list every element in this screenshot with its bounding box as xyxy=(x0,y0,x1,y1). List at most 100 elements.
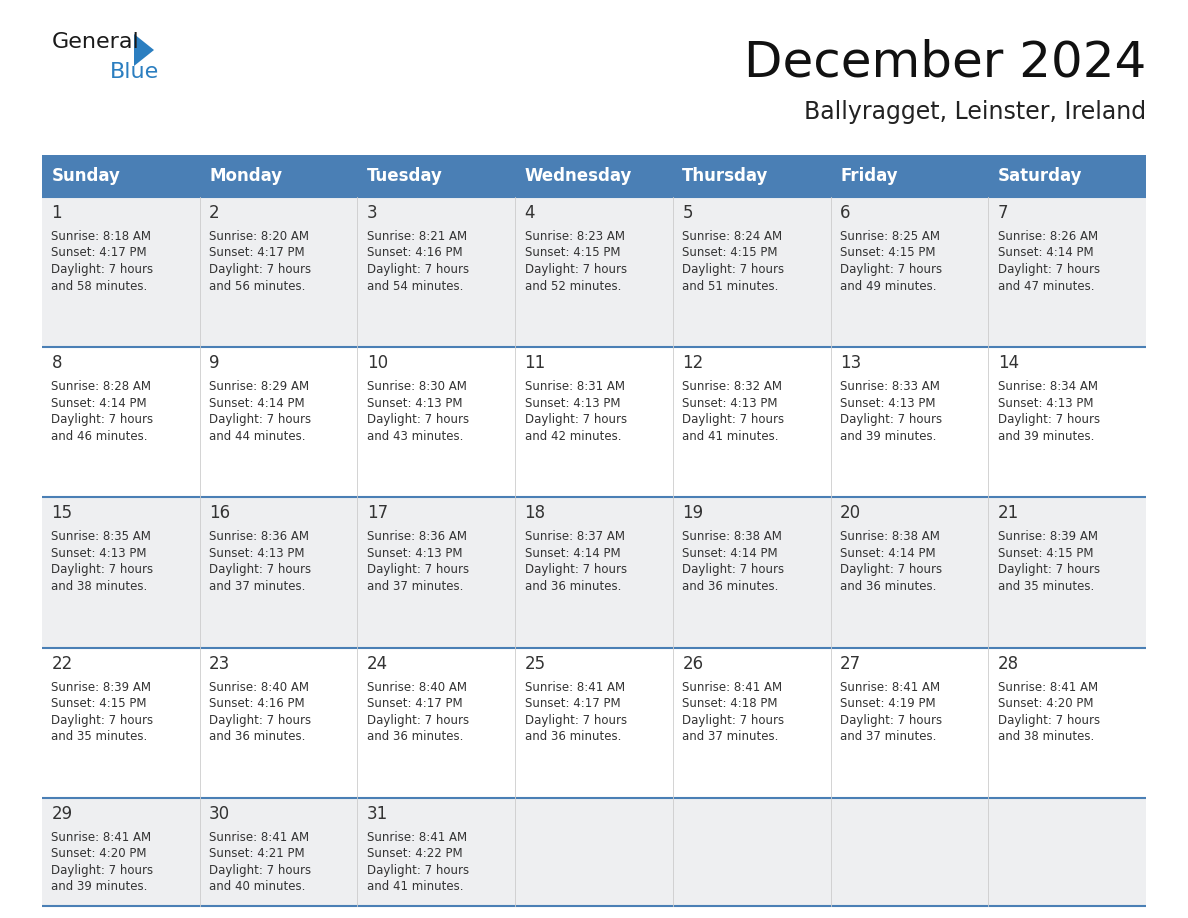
Text: December 2024: December 2024 xyxy=(744,38,1146,86)
Text: Sunrise: 8:41 AM: Sunrise: 8:41 AM xyxy=(682,680,783,694)
Text: Daylight: 7 hours: Daylight: 7 hours xyxy=(525,564,627,577)
Text: Sunset: 4:15 PM: Sunset: 4:15 PM xyxy=(51,697,147,711)
Text: 29: 29 xyxy=(51,805,72,823)
Text: Sunrise: 8:41 AM: Sunrise: 8:41 AM xyxy=(51,831,152,844)
Text: and 36 minutes.: and 36 minutes. xyxy=(209,730,305,744)
Text: Sunrise: 8:41 AM: Sunrise: 8:41 AM xyxy=(840,680,940,694)
Text: 27: 27 xyxy=(840,655,861,673)
Text: Daylight: 7 hours: Daylight: 7 hours xyxy=(209,713,311,727)
Text: Monday: Monday xyxy=(209,167,283,185)
Text: and 46 minutes.: and 46 minutes. xyxy=(51,430,148,442)
Text: Sunset: 4:13 PM: Sunset: 4:13 PM xyxy=(525,397,620,409)
Text: and 41 minutes.: and 41 minutes. xyxy=(682,430,779,442)
Text: Daylight: 7 hours: Daylight: 7 hours xyxy=(840,713,942,727)
Text: Sunset: 4:14 PM: Sunset: 4:14 PM xyxy=(998,247,1093,260)
Text: Sunset: 4:17 PM: Sunset: 4:17 PM xyxy=(209,247,305,260)
Text: Daylight: 7 hours: Daylight: 7 hours xyxy=(209,564,311,577)
Text: Tuesday: Tuesday xyxy=(367,167,443,185)
Text: and 49 minutes.: and 49 minutes. xyxy=(840,279,936,293)
Text: Daylight: 7 hours: Daylight: 7 hours xyxy=(682,263,784,276)
Text: 22: 22 xyxy=(51,655,72,673)
Text: 11: 11 xyxy=(525,354,545,372)
Text: and 36 minutes.: and 36 minutes. xyxy=(682,580,778,593)
Text: Sunrise: 8:39 AM: Sunrise: 8:39 AM xyxy=(51,680,151,694)
Text: Friday: Friday xyxy=(840,167,898,185)
Text: Sunrise: 8:36 AM: Sunrise: 8:36 AM xyxy=(367,531,467,543)
Text: 2: 2 xyxy=(209,204,220,222)
Text: Sunset: 4:13 PM: Sunset: 4:13 PM xyxy=(367,397,462,409)
Bar xyxy=(200,155,358,197)
Text: 19: 19 xyxy=(682,504,703,522)
Text: Blue: Blue xyxy=(110,62,159,82)
Text: and 42 minutes.: and 42 minutes. xyxy=(525,430,621,442)
Text: and 51 minutes.: and 51 minutes. xyxy=(682,279,778,293)
Text: Sunrise: 8:20 AM: Sunrise: 8:20 AM xyxy=(209,230,309,243)
Bar xyxy=(42,197,1146,347)
Bar xyxy=(42,498,1146,647)
Text: 24: 24 xyxy=(367,655,388,673)
Text: 28: 28 xyxy=(998,655,1019,673)
Text: Ballyragget, Leinster, Ireland: Ballyragget, Leinster, Ireland xyxy=(804,100,1146,124)
Text: 18: 18 xyxy=(525,504,545,522)
Text: and 36 minutes.: and 36 minutes. xyxy=(525,730,621,744)
Text: and 40 minutes.: and 40 minutes. xyxy=(209,880,305,893)
Text: 15: 15 xyxy=(51,504,72,522)
Text: Sunset: 4:20 PM: Sunset: 4:20 PM xyxy=(998,697,1093,711)
Text: 25: 25 xyxy=(525,655,545,673)
Text: 9: 9 xyxy=(209,354,220,372)
Text: Daylight: 7 hours: Daylight: 7 hours xyxy=(525,713,627,727)
Text: 14: 14 xyxy=(998,354,1019,372)
Text: and 37 minutes.: and 37 minutes. xyxy=(840,730,936,744)
Text: Daylight: 7 hours: Daylight: 7 hours xyxy=(51,864,153,877)
Text: Sunset: 4:15 PM: Sunset: 4:15 PM xyxy=(525,247,620,260)
Text: and 36 minutes.: and 36 minutes. xyxy=(367,730,463,744)
Text: Sunset: 4:18 PM: Sunset: 4:18 PM xyxy=(682,697,778,711)
Text: and 52 minutes.: and 52 minutes. xyxy=(525,279,621,293)
Text: Sunset: 4:22 PM: Sunset: 4:22 PM xyxy=(367,847,462,860)
Text: Sunrise: 8:39 AM: Sunrise: 8:39 AM xyxy=(998,531,1098,543)
Text: and 37 minutes.: and 37 minutes. xyxy=(682,730,778,744)
Text: Daylight: 7 hours: Daylight: 7 hours xyxy=(840,263,942,276)
Text: and 35 minutes.: and 35 minutes. xyxy=(998,580,1094,593)
Text: Sunset: 4:17 PM: Sunset: 4:17 PM xyxy=(525,697,620,711)
Bar xyxy=(42,347,1146,498)
Text: Sunrise: 8:24 AM: Sunrise: 8:24 AM xyxy=(682,230,783,243)
Text: and 47 minutes.: and 47 minutes. xyxy=(998,279,1094,293)
Text: Sunrise: 8:29 AM: Sunrise: 8:29 AM xyxy=(209,380,309,393)
Text: Daylight: 7 hours: Daylight: 7 hours xyxy=(51,263,153,276)
Text: Sunrise: 8:40 AM: Sunrise: 8:40 AM xyxy=(367,680,467,694)
Text: 20: 20 xyxy=(840,504,861,522)
Text: 1: 1 xyxy=(51,204,62,222)
Text: Daylight: 7 hours: Daylight: 7 hours xyxy=(209,413,311,426)
Text: 7: 7 xyxy=(998,204,1009,222)
Text: Wednesday: Wednesday xyxy=(525,167,632,185)
Text: Daylight: 7 hours: Daylight: 7 hours xyxy=(525,263,627,276)
Text: 10: 10 xyxy=(367,354,388,372)
Text: Sunset: 4:13 PM: Sunset: 4:13 PM xyxy=(682,397,778,409)
Text: 16: 16 xyxy=(209,504,230,522)
Text: Sunset: 4:21 PM: Sunset: 4:21 PM xyxy=(209,847,305,860)
Text: Daylight: 7 hours: Daylight: 7 hours xyxy=(367,413,469,426)
Text: Sunset: 4:14 PM: Sunset: 4:14 PM xyxy=(682,547,778,560)
Text: and 54 minutes.: and 54 minutes. xyxy=(367,279,463,293)
Text: 6: 6 xyxy=(840,204,851,222)
Text: Saturday: Saturday xyxy=(998,167,1082,185)
Text: Sunset: 4:15 PM: Sunset: 4:15 PM xyxy=(682,247,778,260)
Text: Sunrise: 8:33 AM: Sunrise: 8:33 AM xyxy=(840,380,940,393)
Text: Sunset: 4:13 PM: Sunset: 4:13 PM xyxy=(51,547,147,560)
Text: and 39 minutes.: and 39 minutes. xyxy=(51,880,147,893)
Text: and 38 minutes.: and 38 minutes. xyxy=(51,580,147,593)
Text: and 56 minutes.: and 56 minutes. xyxy=(209,279,305,293)
Text: Sunset: 4:16 PM: Sunset: 4:16 PM xyxy=(367,247,462,260)
Text: Sunrise: 8:35 AM: Sunrise: 8:35 AM xyxy=(51,531,151,543)
Bar xyxy=(42,798,1146,906)
Text: Daylight: 7 hours: Daylight: 7 hours xyxy=(367,864,469,877)
Polygon shape xyxy=(134,34,154,66)
Text: and 39 minutes.: and 39 minutes. xyxy=(840,430,936,442)
Text: Sunset: 4:14 PM: Sunset: 4:14 PM xyxy=(840,547,936,560)
Text: Daylight: 7 hours: Daylight: 7 hours xyxy=(998,413,1100,426)
Text: Sunrise: 8:28 AM: Sunrise: 8:28 AM xyxy=(51,380,151,393)
Text: Sunset: 4:17 PM: Sunset: 4:17 PM xyxy=(367,697,462,711)
Text: Daylight: 7 hours: Daylight: 7 hours xyxy=(367,564,469,577)
Text: Sunrise: 8:41 AM: Sunrise: 8:41 AM xyxy=(209,831,309,844)
